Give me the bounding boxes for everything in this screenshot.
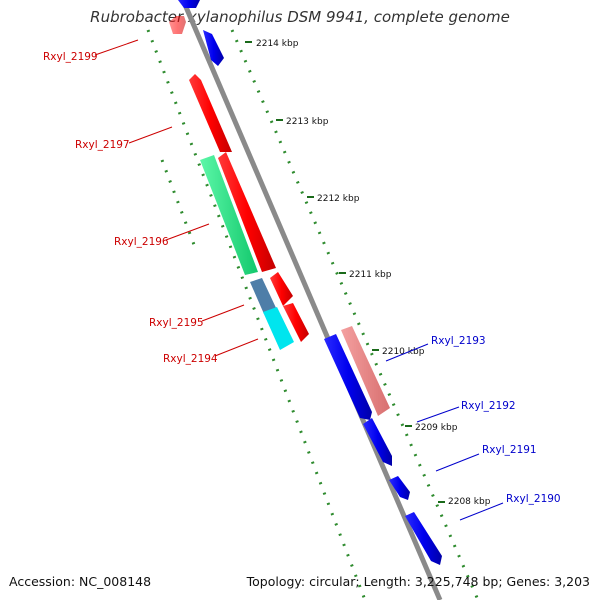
gene-label-rxyl-2195[interactable]: Rxyl_2195 — [149, 317, 204, 329]
scale-tick-label: 2214 kbp — [256, 39, 299, 49]
accession-text: Accession: NC_008148 — [9, 574, 152, 589]
scale-ticks: 2214 kbp 2213 kbp 2212 kbp 2211 kbp 2210… — [245, 39, 491, 507]
gene-label-rxyl-2196[interactable]: Rxyl_2196 — [114, 236, 169, 248]
gene-label-rxyl-2191[interactable]: Rxyl_2191 — [482, 444, 537, 456]
gene-rxyl-2199[interactable] — [169, 16, 186, 34]
label-leader — [459, 502, 504, 521]
left-gene-labels: Rxyl_2199 Rxyl_2197 Rxyl_2196 Rxyl_2195 … — [43, 39, 259, 365]
gene-rxyl-2193-b[interactable] — [324, 334, 372, 420]
topology-text: Topology: circular; Length: 3,225,748 bp… — [246, 574, 590, 589]
gene-rxyl-2196[interactable] — [200, 155, 258, 275]
gene-blue-top-b[interactable] — [203, 30, 224, 66]
gene-rxyl-2195[interactable] — [250, 278, 277, 314]
scale-tick-label: 2211 kbp — [349, 270, 392, 280]
gene-label-rxyl-2192[interactable]: Rxyl_2192 — [461, 400, 516, 412]
scale-tick-label: 2208 kbp — [448, 497, 491, 507]
scale-tick-label: 2210 kbp — [382, 347, 425, 357]
gene-rxyl-2196-b[interactable] — [218, 152, 276, 272]
left-genes — [169, 16, 309, 350]
gene-rxyl-2192[interactable] — [363, 418, 392, 466]
gene-rxyl-2195-b[interactable] — [270, 272, 293, 306]
label-leader — [385, 343, 429, 362]
gene-label-rxyl-2194[interactable]: Rxyl_2194 — [163, 353, 218, 365]
right-gene-labels: Rxyl_2193 Rxyl_2192 Rxyl_2191 Rxyl_2190 — [385, 335, 561, 521]
map-title: Rubrobacter xylanophilus DSM 9941, compl… — [90, 8, 510, 26]
genome-backbone — [180, 0, 443, 600]
gene-rxyl-2197[interactable] — [189, 74, 232, 152]
right-genes — [178, 0, 442, 565]
gene-label-rxyl-2190[interactable]: Rxyl_2190 — [506, 493, 561, 505]
gene-rxyl-2194[interactable] — [263, 307, 294, 350]
scale-tick-label: 2209 kbp — [415, 423, 458, 433]
gene-label-rxyl-2193[interactable]: Rxyl_2193 — [431, 335, 486, 347]
label-leader — [214, 338, 259, 357]
gene-rxyl-2194-b[interactable] — [283, 303, 309, 342]
gene-label-rxyl-2199[interactable]: Rxyl_2199 — [43, 51, 98, 63]
gene-blue-top-a[interactable] — [178, 0, 200, 8]
label-leader — [165, 223, 210, 241]
label-leader — [94, 39, 139, 56]
gene-rxyl-2190[interactable] — [405, 512, 442, 565]
scale-tick-label: 2212 kbp — [317, 194, 360, 204]
label-leader — [128, 126, 173, 144]
inner-tick-track — [146, 29, 367, 600]
gene-label-rxyl-2197[interactable]: Rxyl_2197 — [75, 139, 130, 151]
label-leader — [435, 453, 480, 472]
label-leader — [416, 406, 460, 423]
scale-tick-label: 2213 kbp — [286, 117, 329, 127]
gene-rxyl-2191[interactable] — [389, 476, 410, 500]
label-leader — [201, 304, 245, 322]
gene-rxyl-2193[interactable] — [341, 326, 390, 416]
outer-tick-track — [230, 29, 480, 600]
